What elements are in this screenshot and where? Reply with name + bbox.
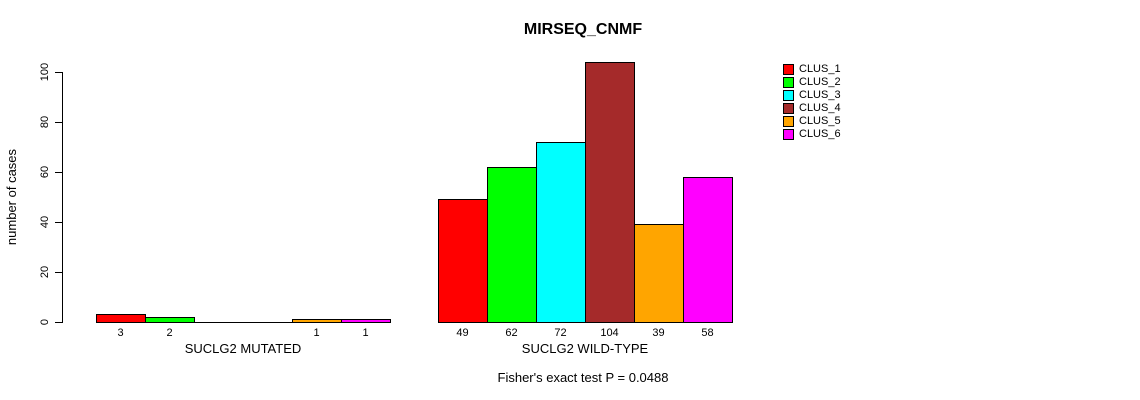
- bar-value-label: 1: [313, 327, 320, 339]
- bar-clus_2: [487, 167, 537, 323]
- legend-swatch: [783, 64, 794, 75]
- legend-label: CLUS_4: [799, 102, 841, 114]
- annotation-pvalue: Fisher's exact test P = 0.0488: [497, 370, 669, 385]
- y-tick: [55, 322, 62, 323]
- group-label: SUCLG2 WILD-TYPE: [521, 341, 649, 356]
- bar-value-label: 58: [701, 327, 714, 339]
- legend-item: CLUS_3: [783, 89, 841, 102]
- bar-value-label: 72: [554, 327, 567, 339]
- legend-item: CLUS_2: [783, 76, 841, 89]
- legend-swatch: [783, 116, 794, 127]
- legend-label: CLUS_5: [799, 115, 841, 127]
- y-tick: [55, 122, 62, 123]
- x-baseline: [96, 322, 391, 323]
- bar-value-label: 62: [505, 327, 518, 339]
- legend-label: CLUS_1: [799, 63, 841, 75]
- legend-label: CLUS_3: [799, 89, 841, 101]
- legend-swatch: [783, 77, 794, 88]
- legend-swatch: [783, 129, 794, 140]
- legend-label: CLUS_2: [799, 76, 841, 88]
- y-tick: [55, 172, 62, 173]
- legend-item: CLUS_1: [783, 63, 841, 76]
- y-tick: [55, 272, 62, 273]
- bar-clus_6: [341, 319, 391, 323]
- y-axis-line: [62, 72, 63, 323]
- bar-value-label: 49: [456, 327, 469, 339]
- bar-clus_6: [683, 177, 733, 323]
- legend: CLUS_1 CLUS_2 CLUS_3 CLUS_4 CLUS_5 CLUS_6: [783, 63, 841, 141]
- bar-clus_3: [536, 142, 586, 323]
- bar-clus_5: [634, 224, 684, 323]
- bar-clus_1: [438, 199, 488, 323]
- legend-swatch: [783, 90, 794, 101]
- bar-value-label: 3: [117, 327, 124, 339]
- bar-value-label: 2: [166, 327, 173, 339]
- legend-label: CLUS_6: [799, 128, 841, 140]
- bar-clus_5: [292, 319, 342, 323]
- bar-value-label: 1: [362, 327, 369, 339]
- group-label: SUCLG2 MUTATED: [184, 341, 302, 356]
- bar-clus_1: [96, 314, 146, 323]
- y-tick: [55, 222, 62, 223]
- bar-clus_2: [145, 317, 195, 323]
- legend-item: CLUS_5: [783, 115, 841, 128]
- legend-item: CLUS_6: [783, 128, 841, 141]
- y-tick: [55, 72, 62, 73]
- chart-title: MIRSEQ_CNMF: [523, 21, 643, 38]
- legend-swatch: [783, 103, 794, 114]
- bar-clus_4: [585, 62, 635, 323]
- bar-value-label: 104: [600, 327, 619, 339]
- bar-value-label: 39: [652, 327, 665, 339]
- legend-item: CLUS_4: [783, 102, 841, 115]
